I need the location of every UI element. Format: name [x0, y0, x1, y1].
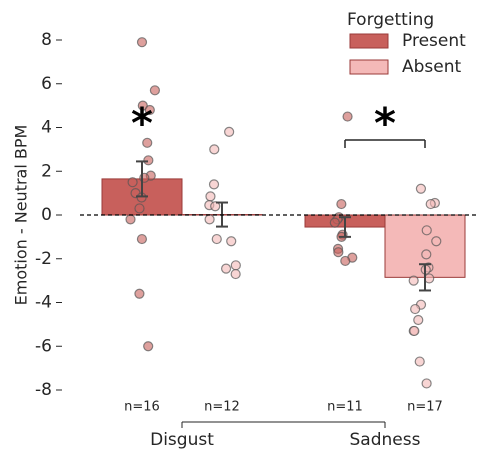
significance-star: * [131, 99, 153, 148]
data-point [421, 249, 432, 260]
legend-swatch [349, 33, 389, 49]
legend-label: Absent [402, 57, 462, 77]
data-point [224, 126, 235, 137]
data-point [329, 217, 340, 228]
data-point [408, 275, 419, 286]
y-axis-label: Emotion - Neutral BPM [12, 125, 31, 306]
n-label: n=17 [407, 400, 443, 415]
data-point [144, 104, 155, 116]
data-point [414, 356, 425, 367]
data-point [205, 191, 216, 202]
data-point [409, 325, 420, 337]
data-point [340, 255, 351, 267]
data-point [127, 177, 138, 188]
data-point [415, 183, 427, 194]
data-point [210, 201, 221, 212]
legend-swatch [349, 59, 389, 75]
n-label: n=16 [124, 400, 160, 415]
y-tick-label: 0 [41, 205, 52, 225]
data-point [226, 236, 237, 247]
data-point [342, 111, 353, 122]
data-point [425, 198, 436, 210]
legend-label: Present [402, 31, 466, 51]
y-tick-label: 6 [41, 74, 52, 94]
data-point [142, 137, 153, 148]
data-point [220, 263, 232, 274]
data-point [424, 273, 435, 284]
data-point [143, 341, 154, 352]
data-point [136, 233, 148, 245]
data-point [134, 203, 145, 214]
data-point [209, 144, 220, 155]
data-point [421, 225, 432, 236]
y-tick-label: 2 [41, 161, 52, 181]
data-point [136, 37, 148, 48]
data-point [431, 236, 442, 247]
data-point [230, 268, 241, 280]
y-tick-label: -2 [35, 249, 52, 269]
x-tick-label: Disgust [150, 430, 214, 450]
data-point [336, 198, 347, 210]
n-label: n=11 [327, 400, 363, 415]
data-point [333, 247, 344, 258]
data-point [410, 303, 421, 315]
data-point [230, 260, 241, 271]
y-tick-label: 4 [41, 118, 52, 138]
data-point [149, 85, 161, 96]
y-tick-label: 8 [41, 30, 52, 50]
y-tick-label: -6 [35, 336, 52, 356]
data-point [208, 179, 220, 190]
data-point [413, 314, 424, 326]
data-point [125, 214, 136, 225]
n-label: n=12 [204, 400, 240, 415]
data-point [211, 233, 222, 245]
x-tick-label: Sadness [350, 430, 421, 450]
y-tick-label: -8 [35, 380, 52, 400]
data-point [204, 214, 215, 225]
data-point [143, 155, 154, 166]
y-tick-label: -4 [35, 293, 52, 313]
data-point [421, 378, 432, 389]
significance-star: * [374, 99, 396, 148]
legend-title: Forgetting [347, 10, 434, 30]
data-point [134, 288, 145, 299]
